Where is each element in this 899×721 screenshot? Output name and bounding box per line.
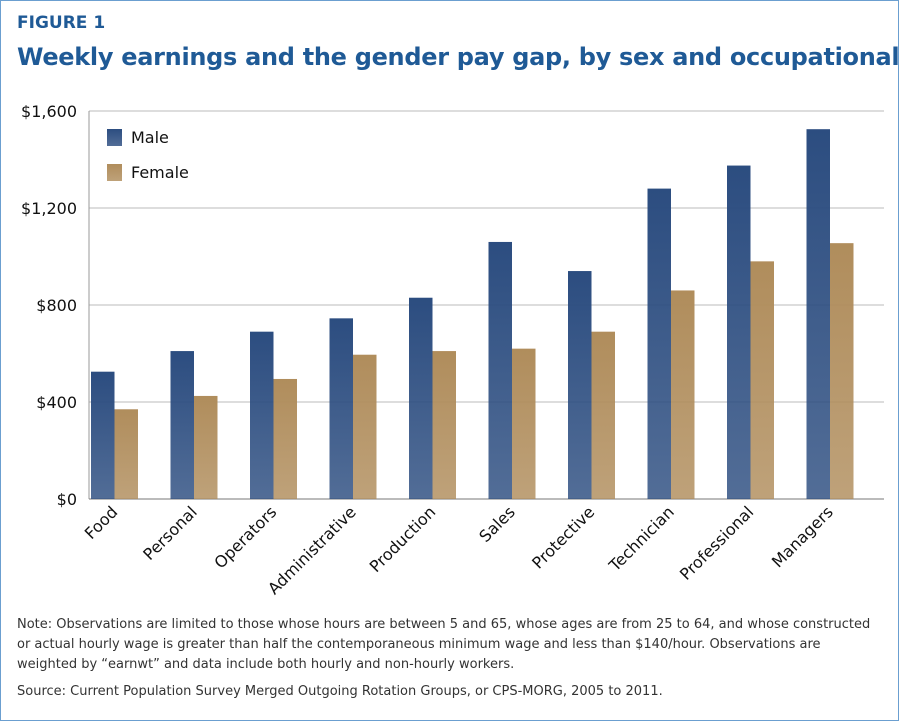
x-tick-label: Protective <box>528 502 598 572</box>
bar <box>114 409 138 499</box>
figure-label: FIGURE 1 <box>17 13 106 33</box>
chart-title: Weekly earnings and the gender pay gap, … <box>17 43 899 71</box>
bar <box>194 395 218 499</box>
y-tick-label: $400 <box>36 393 77 412</box>
bar <box>806 129 830 499</box>
bar <box>329 318 353 499</box>
y-tick-label: $800 <box>36 296 77 315</box>
legend-label: Male <box>131 128 169 147</box>
y-tick-label: $1,200 <box>21 199 77 218</box>
bar <box>568 271 592 499</box>
x-tick-label: Professional <box>676 502 757 583</box>
source: Source: Current Population Survey Merged… <box>17 684 663 699</box>
bar <box>409 297 433 499</box>
y-tick-label: $1,600 <box>21 102 77 121</box>
x-tick-label: Managers <box>768 502 837 571</box>
bar <box>250 331 274 499</box>
bar <box>488 241 512 499</box>
bar <box>432 351 456 499</box>
bar <box>750 261 774 499</box>
bar <box>830 243 854 499</box>
x-tick-label: Production <box>366 502 440 576</box>
bar <box>647 188 671 499</box>
legend-swatch <box>107 129 122 146</box>
bar <box>591 331 615 499</box>
bar <box>671 290 695 499</box>
x-tick-label: Food <box>81 502 122 543</box>
x-tick-label: Technician <box>605 502 678 575</box>
legend-swatch <box>107 164 122 181</box>
legend-label: Female <box>131 163 189 182</box>
bar <box>727 165 751 499</box>
note: Note: Observations are limited to those … <box>17 617 871 672</box>
y-tick-label: $0 <box>57 490 77 509</box>
bar <box>170 351 194 499</box>
bar <box>353 354 377 499</box>
x-tick-label: Sales <box>475 502 519 546</box>
x-tick-label: Operators <box>210 502 280 572</box>
bar <box>273 378 297 499</box>
bar <box>512 348 536 499</box>
x-tick-label: Personal <box>139 502 201 564</box>
bar <box>91 371 115 499</box>
